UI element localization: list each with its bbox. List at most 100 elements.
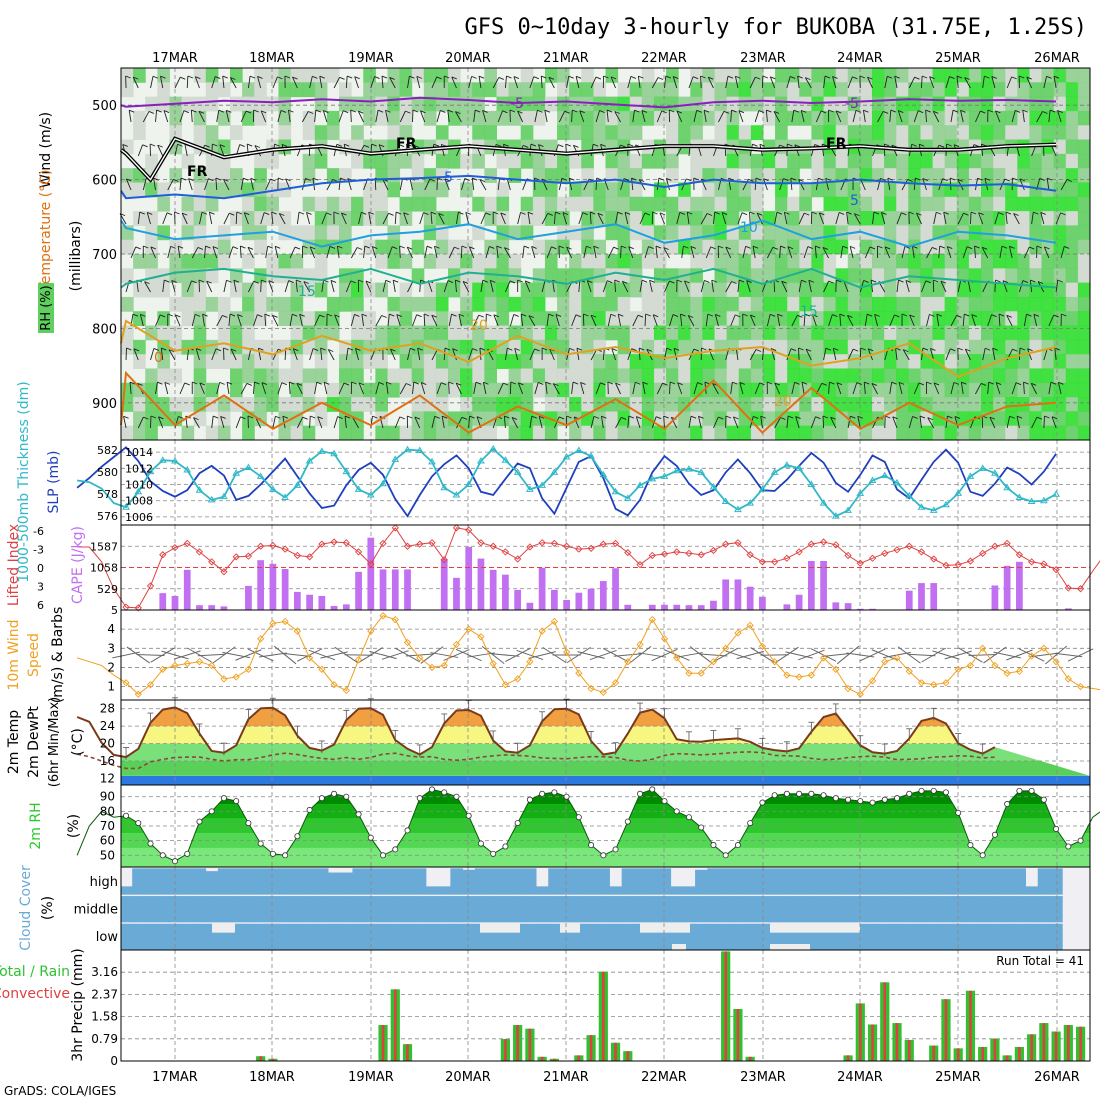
rh-cell [363, 239, 376, 255]
rh-cell [326, 225, 340, 241]
rh-cell [968, 325, 982, 341]
wind-barb [730, 109, 732, 123]
rh-cell [435, 182, 449, 198]
cloud-bar-high [279, 868, 292, 895]
rh-cell [460, 382, 473, 398]
wind-barb-flag [718, 245, 724, 249]
rh-cell [193, 411, 207, 427]
rh-cell [653, 368, 667, 384]
wind-barb-flag [1057, 279, 1063, 283]
lifted-index-point [636, 561, 644, 569]
wind-barb [785, 651, 813, 659]
rh-cell [617, 425, 631, 441]
wind-barb [688, 416, 692, 429]
wind-barb-flag [639, 179, 645, 182]
wind-barb-flag [901, 212, 907, 216]
rh-cell [387, 82, 401, 98]
cloud-bar-low [413, 923, 427, 950]
thickness-point [354, 485, 363, 492]
lifted-index-point [465, 526, 473, 534]
rh-cell [871, 82, 885, 98]
rh-cell [617, 110, 631, 126]
wind-barb [414, 416, 421, 429]
wind-barb-flag [566, 415, 572, 419]
wind-barb [1053, 76, 1057, 89]
wind-barb [265, 178, 271, 191]
rh-cell [666, 168, 679, 183]
rh-cell [835, 225, 849, 241]
wind-barb [239, 245, 242, 259]
wind-barb-flag [305, 177, 311, 181]
rh-cell [1053, 139, 1067, 155]
rh-cell [448, 325, 461, 341]
rh-cell [884, 282, 897, 298]
wind-speed-point [575, 669, 583, 677]
wind-barb-flag [807, 246, 813, 250]
wind-tick-label: 2 [107, 660, 115, 674]
rh-cell [944, 254, 958, 269]
cape-bar [575, 592, 583, 610]
rh-cell [569, 125, 582, 141]
rh-cell [435, 325, 449, 341]
rh-cell [932, 82, 946, 98]
wind-barb [451, 76, 457, 89]
thickness-point [269, 485, 277, 492]
rh-cell [1053, 311, 1067, 327]
rh-cell [1041, 125, 1055, 141]
wind-barb [517, 110, 524, 123]
wind-barb-flag [912, 416, 918, 419]
wind-barb [946, 246, 952, 259]
wind-barb [317, 416, 323, 429]
wind-barb-flag [1051, 416, 1058, 420]
rh-cell [205, 382, 219, 398]
thickness-point [183, 465, 192, 473]
wind-barb-flag [874, 313, 880, 317]
wind-barb-flag [595, 76, 602, 80]
rh-cell [641, 211, 655, 226]
wind-barb-flag [915, 177, 921, 181]
rh-cell [193, 368, 207, 384]
wind-barb-flag [482, 110, 488, 113]
rh-cell [956, 425, 970, 441]
rh-cell [569, 311, 582, 327]
rh-cell [121, 425, 134, 441]
wind-barb-flag [399, 416, 405, 420]
cloud-bar-middle [438, 896, 451, 923]
wind-barb-flag [857, 415, 863, 419]
cloud-bar-middle [121, 896, 133, 923]
thickness-point [513, 468, 522, 475]
wind-barb [1033, 314, 1038, 327]
rh-cell [157, 196, 170, 212]
rh-cell [145, 397, 158, 412]
wind-barb-flag [931, 246, 938, 250]
cloud-bar-high [915, 868, 929, 895]
rh-cell [435, 211, 449, 226]
lifted-index-point [819, 538, 828, 546]
rh-cell [762, 268, 776, 284]
rh-cell [411, 382, 425, 398]
wind-barb [416, 76, 421, 89]
rh-cell [823, 110, 837, 126]
rh-cell [569, 182, 582, 198]
wind-barb [738, 110, 744, 123]
rh-cell [871, 368, 885, 384]
rh-cell [230, 282, 243, 298]
wind-barb-flag [949, 177, 956, 181]
wind-barb-flag [666, 177, 672, 181]
contour-label: 10 [740, 220, 758, 236]
rh-cell [835, 296, 849, 312]
rh-point [661, 798, 668, 805]
rh-cell [859, 68, 873, 83]
wind-barb-flag [1060, 212, 1066, 216]
wind-barb [358, 382, 364, 395]
rh-cell [399, 354, 413, 369]
rh-cell [205, 425, 219, 441]
rh-cell [1041, 82, 1055, 98]
wind-speed-point [844, 684, 852, 693]
wind-barb-flag [447, 280, 454, 284]
rh-point [624, 818, 631, 825]
rh-cell [944, 368, 958, 384]
wind-barb [314, 382, 318, 395]
rh-cell [423, 382, 437, 398]
wind-speed-point [220, 675, 228, 683]
